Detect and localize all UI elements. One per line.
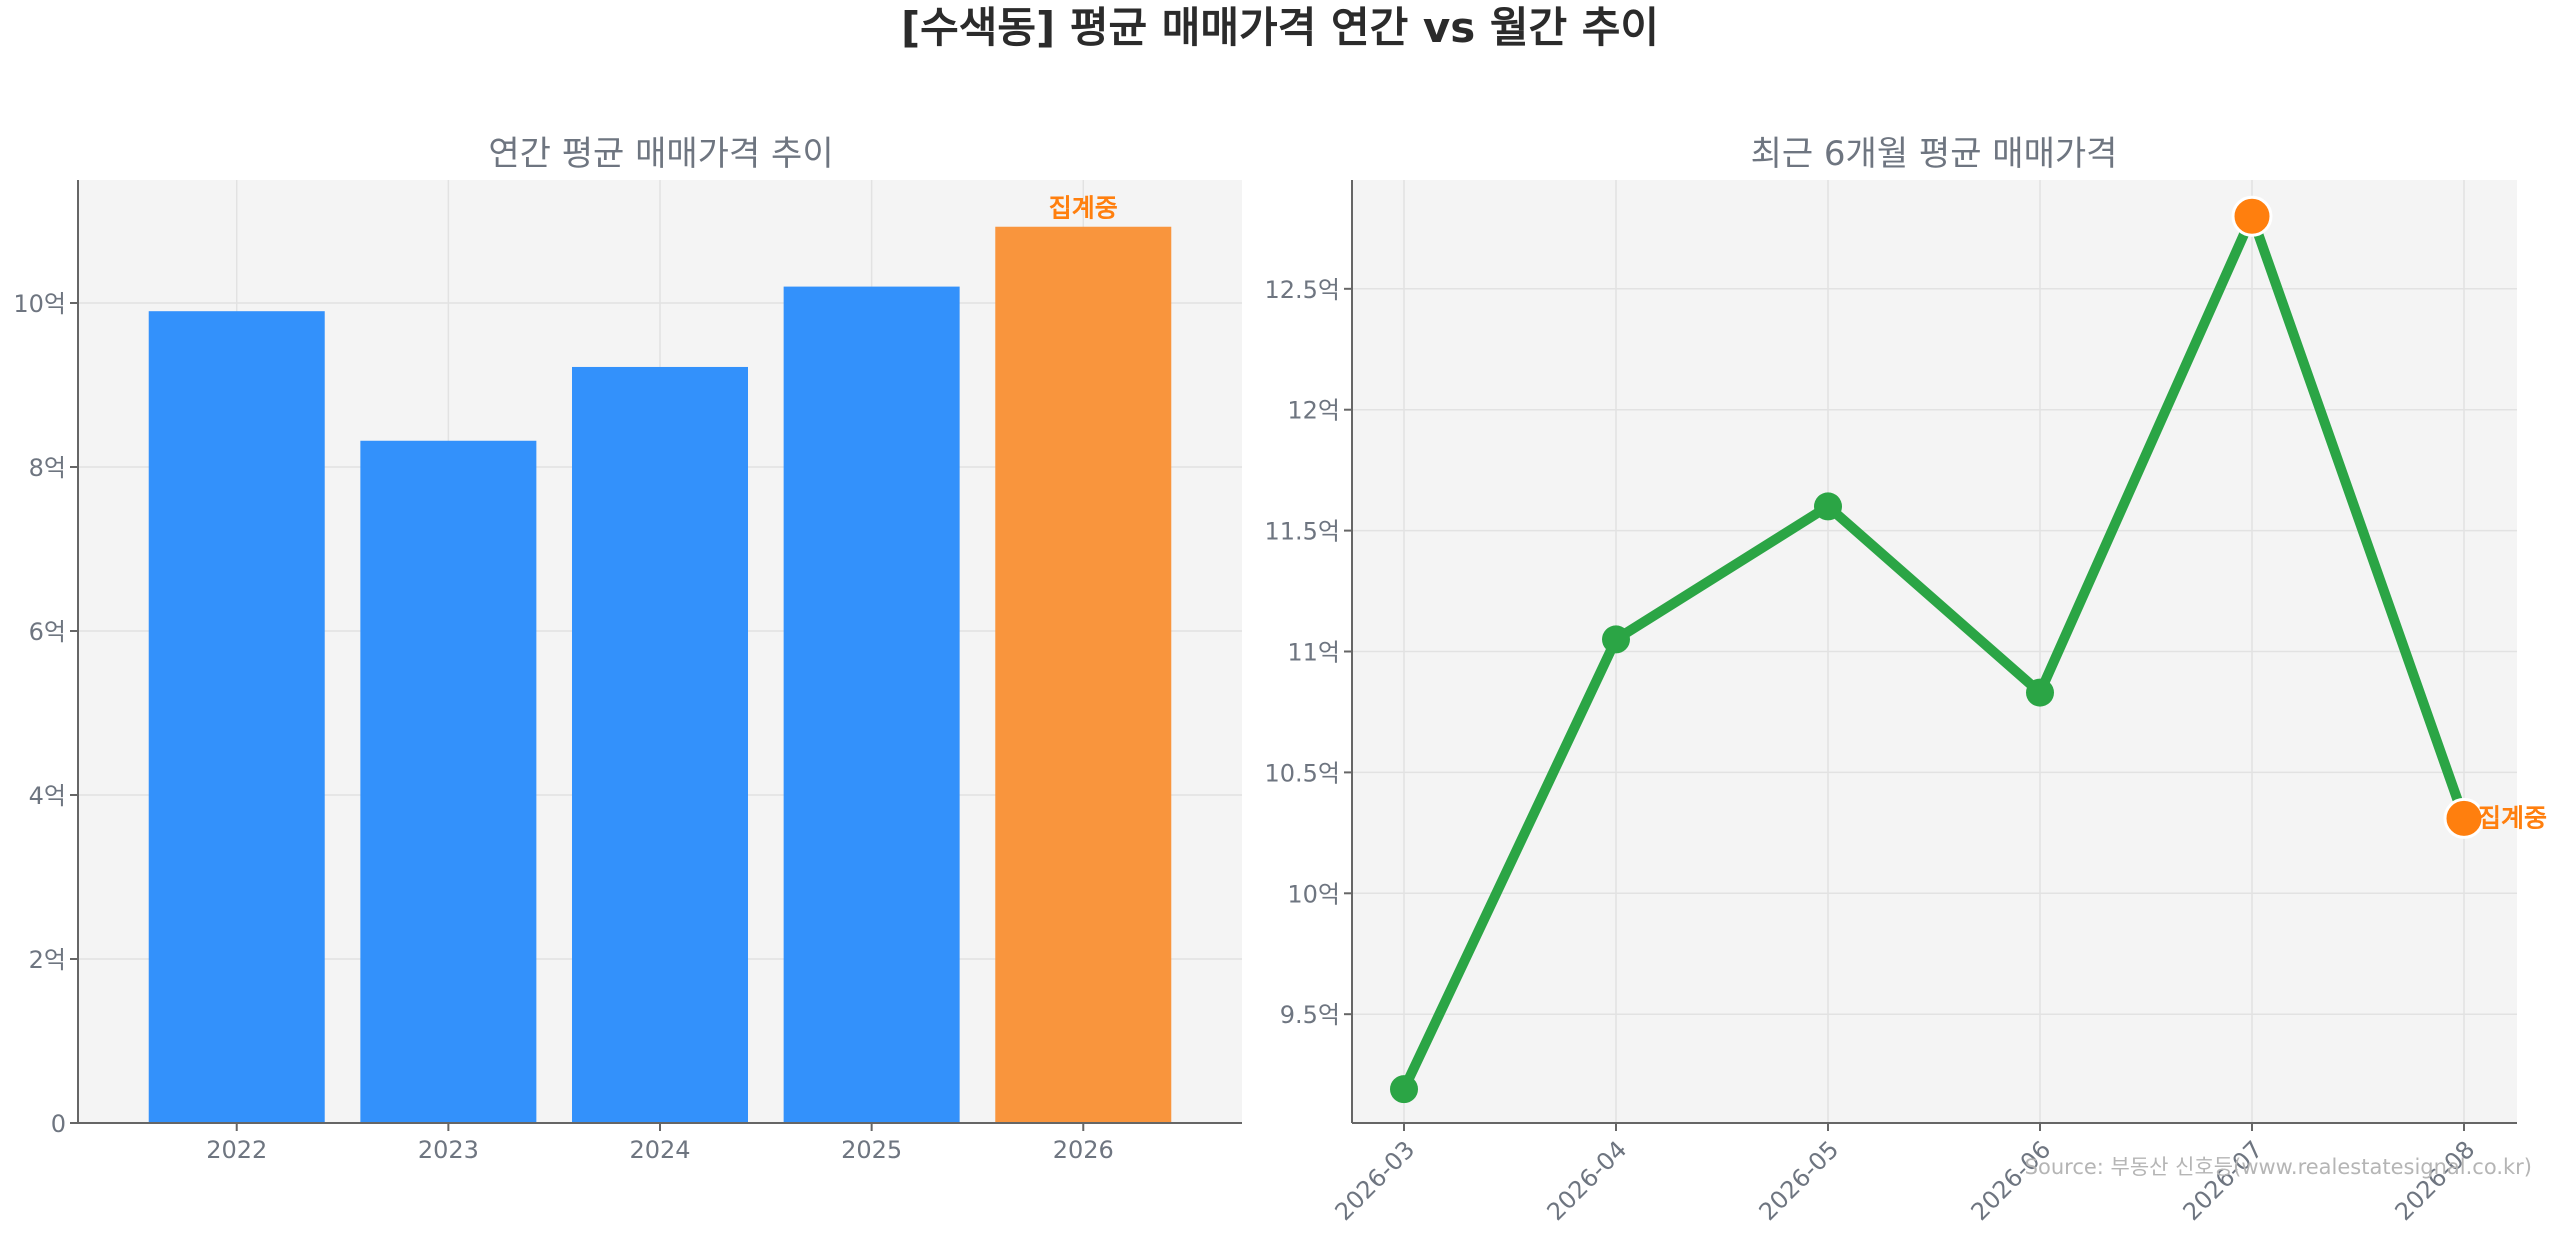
bar — [783, 286, 960, 1124]
bar-marks: 집계중 — [148, 194, 1172, 1124]
line-x-tick-label: 2026-08 — [2390, 1135, 2481, 1226]
bar-chart-title: 연간 평균 매매가격 추이 — [488, 134, 833, 174]
bar-y-tick-label: 4억 — [29, 782, 66, 810]
line-point — [1814, 492, 1842, 521]
line-point-highlight — [2443, 797, 2485, 839]
line-y-tick-label: 10.5억 — [1264, 759, 1340, 787]
line-point — [2026, 678, 2054, 707]
bar-y-tick-label: 8억 — [29, 454, 66, 482]
bar-y-tick-label: 10억 — [13, 290, 66, 318]
bar-y-tick-label: 0 — [51, 1110, 66, 1138]
bar — [360, 440, 537, 1123]
source-note: Source: 부동산 신호등(www.realestatesignal.co.… — [2025, 1155, 2532, 1179]
line-x-tick-label: 2026-07 — [2178, 1135, 2269, 1226]
line-chart-title: 최근 6개월 평균 매매가격 — [1751, 134, 2118, 174]
bar-x-tick-label: 2025 — [841, 1136, 902, 1164]
line-y-tick-label: 11.5억 — [1264, 518, 1340, 546]
line-marks: 집계중 — [1390, 195, 2547, 1104]
bar-x-tick-label: 2023 — [418, 1136, 479, 1164]
line-point — [1602, 625, 1630, 654]
line-point — [1390, 1075, 1418, 1104]
line-y-tick-label: 11억 — [1287, 639, 1340, 667]
bar-highlight-label: 집계중 — [1049, 194, 1118, 223]
line-y-tick-label: 12.5억 — [1264, 276, 1340, 304]
line-y-tick-label: 10억 — [1287, 880, 1340, 908]
line-highlight-label: 집계중 — [2478, 803, 2547, 832]
bar — [148, 311, 325, 1123]
bar-y-tick-label: 6억 — [29, 618, 66, 646]
line-x-tick-label: 2026-03 — [1330, 1135, 1421, 1226]
figure-title: [수색동] 평균 매매가격 연간 vs 월간 추이 — [901, 3, 1659, 52]
bar-x-tick-label: 2022 — [206, 1136, 267, 1164]
bar-x-tick-label: 2024 — [629, 1136, 690, 1164]
bar-x-tick-label: 2026 — [1053, 1136, 1114, 1164]
line-point-highlight — [2231, 195, 2273, 237]
line-y-tick-label: 12억 — [1287, 397, 1340, 425]
bar-highlight — [995, 226, 1172, 1124]
line-x-tick-label: 2026-05 — [1754, 1135, 1845, 1226]
bar — [572, 366, 748, 1124]
bar-y-tick-label: 2억 — [29, 946, 66, 974]
line-series — [1399, 211, 2469, 1095]
line-y-tick-label: 9.5억 — [1280, 1001, 1340, 1029]
line-x-tick-label: 2026-04 — [1542, 1135, 1633, 1226]
line-x-tick-label: 2026-06 — [1966, 1135, 2057, 1226]
